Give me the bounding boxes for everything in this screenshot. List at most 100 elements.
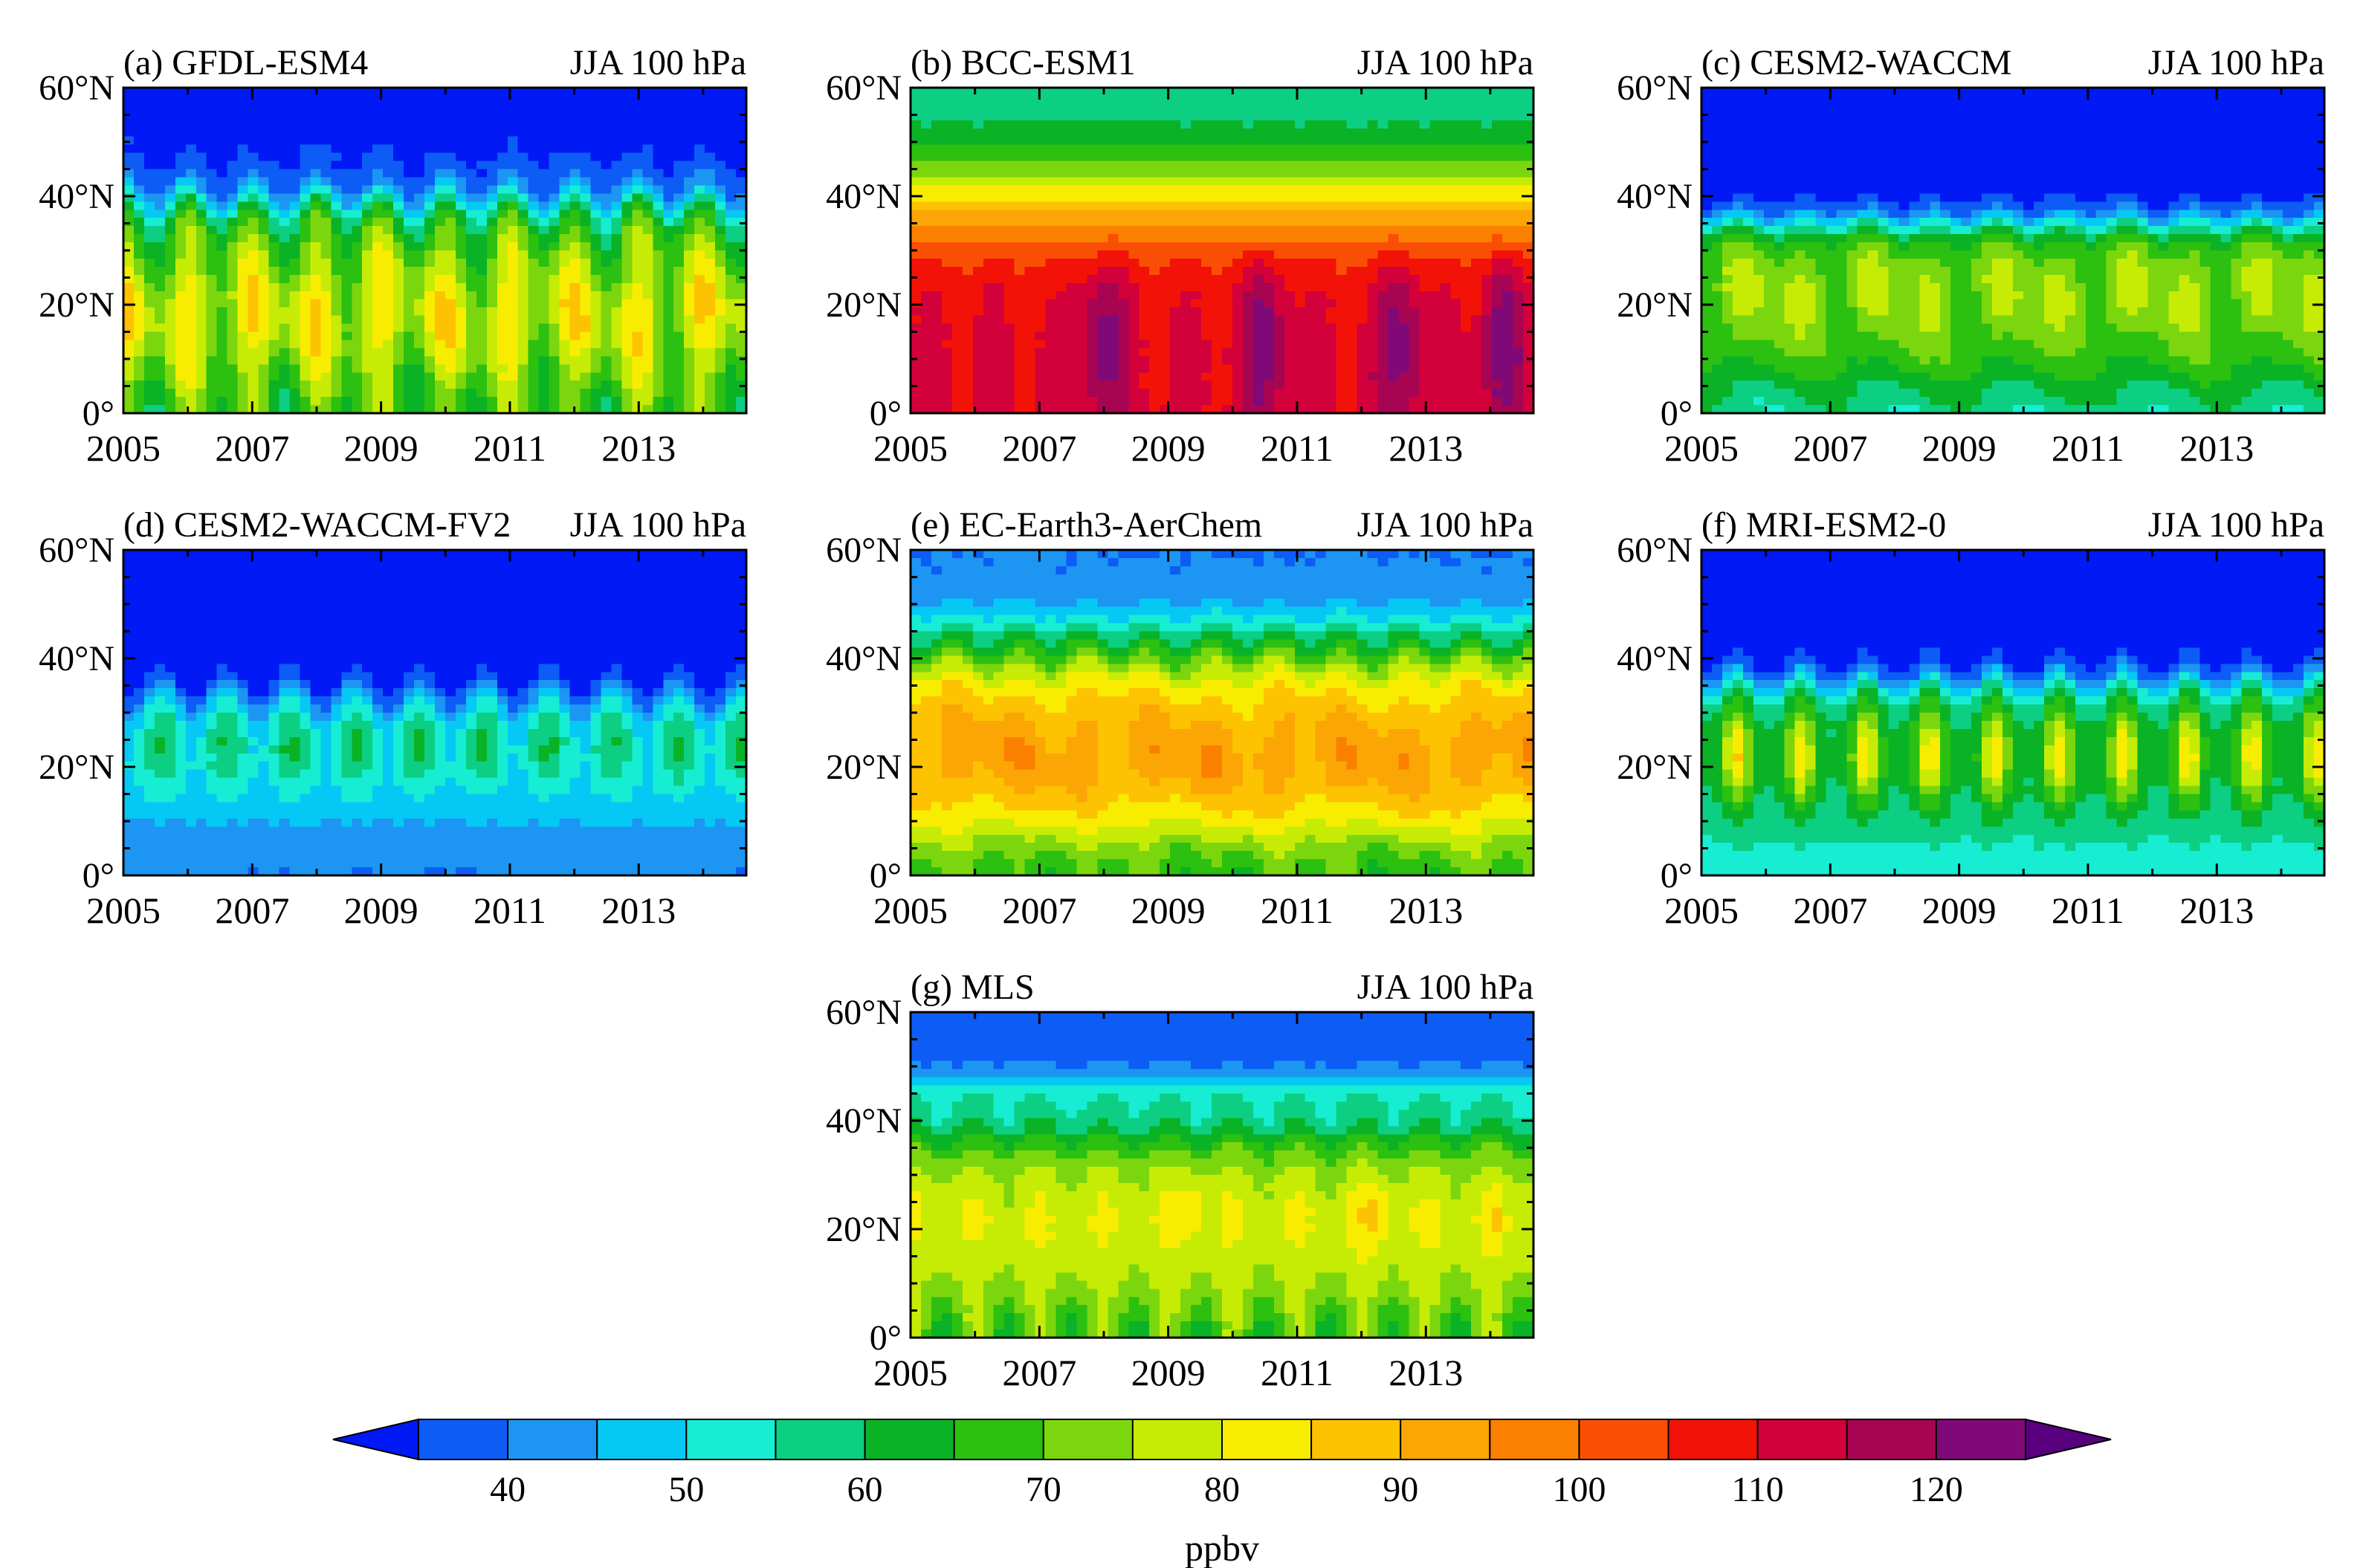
heatmap-cell xyxy=(1294,169,1306,178)
heatmap-cell xyxy=(497,218,508,227)
heatmap-cell xyxy=(931,323,943,333)
heatmap-cell xyxy=(1481,397,1493,406)
heatmap-cell xyxy=(951,372,963,381)
heatmap-cell xyxy=(580,250,592,259)
heatmap-cell xyxy=(736,226,747,235)
heatmap-cell xyxy=(1492,282,1503,292)
heatmap-cell xyxy=(248,389,259,398)
heatmap-cell xyxy=(941,136,953,146)
heatmap-cell xyxy=(1180,323,1192,333)
heatmap-cell xyxy=(1024,364,1036,373)
heatmap-cell xyxy=(227,152,239,162)
heatmap-cell xyxy=(455,234,467,243)
heatmap-cell xyxy=(559,372,571,381)
heatmap-cell xyxy=(445,136,456,146)
heatmap-cell xyxy=(123,348,135,357)
heatmap-cell xyxy=(435,193,446,202)
heatmap-cell xyxy=(216,128,228,137)
heatmap-cell xyxy=(983,307,995,317)
heatmap-cell xyxy=(1108,169,1119,178)
heatmap-cell xyxy=(1711,291,1723,300)
heatmap-cell xyxy=(237,380,249,389)
heatmap-cell xyxy=(1118,152,1129,162)
heatmap-cell xyxy=(517,299,529,308)
heatmap-cell xyxy=(279,210,291,218)
heatmap-cell xyxy=(538,144,550,154)
heatmap-cell xyxy=(642,95,653,105)
heatmap-cell xyxy=(663,218,674,227)
heatmap-cell xyxy=(320,291,332,300)
heatmap-cell xyxy=(983,226,995,235)
heatmap-cell xyxy=(1284,331,1296,341)
heatmap-cell xyxy=(372,128,384,137)
heatmap-cell xyxy=(569,348,581,357)
heatmap-cell xyxy=(715,152,726,162)
heatmap-cell xyxy=(642,323,653,333)
heatmap-cell xyxy=(642,389,653,398)
heatmap-cell xyxy=(289,331,301,341)
heatmap-cell xyxy=(1014,348,1026,357)
heatmap-cell xyxy=(237,282,249,292)
heatmap-cell xyxy=(1502,120,1513,129)
heatmap-cell xyxy=(663,380,674,389)
heatmap-cell xyxy=(972,242,984,251)
heatmap-cell xyxy=(310,161,321,170)
heatmap-cell xyxy=(1336,372,1348,381)
heatmap-cell xyxy=(1440,266,1451,276)
heatmap-cell xyxy=(611,380,622,389)
heatmap-cell xyxy=(1315,299,1327,308)
heatmap-cell xyxy=(237,397,249,406)
heatmap-cell xyxy=(1097,95,1108,105)
heatmap-cell xyxy=(393,136,404,146)
heatmap-cell xyxy=(123,193,135,202)
heatmap-cell xyxy=(1066,389,1078,398)
heatmap-cell xyxy=(362,397,373,406)
heatmap-cell xyxy=(653,136,664,146)
heatmap-cell xyxy=(383,372,394,381)
heatmap-cell xyxy=(663,185,674,194)
heatmap-cell xyxy=(414,405,425,414)
heatmap-cell xyxy=(920,348,932,357)
heatmap-cell xyxy=(694,380,705,389)
heatmap-cell xyxy=(1440,218,1451,227)
heatmap-cell xyxy=(590,266,602,276)
heatmap-cell xyxy=(931,201,943,210)
heatmap-cell xyxy=(736,193,747,202)
heatmap-cell xyxy=(601,372,612,381)
heatmap-cell xyxy=(1315,266,1327,276)
heatmap-cell xyxy=(1284,348,1296,357)
heatmap-cell xyxy=(320,242,332,251)
heatmap-cell xyxy=(725,356,737,365)
heatmap-cell xyxy=(123,242,135,251)
heatmap-cell xyxy=(1346,193,1358,202)
heatmap-cell xyxy=(1419,242,1430,251)
heatmap-cell xyxy=(1284,210,1296,218)
heatmap-cell xyxy=(1419,389,1430,398)
heatmap-cell xyxy=(1481,88,1493,97)
heatmap-cell xyxy=(1357,364,1368,373)
heatmap-cell xyxy=(175,201,187,210)
heatmap-cell xyxy=(951,315,963,325)
heatmap-cell xyxy=(1097,307,1108,317)
heatmap-cell xyxy=(1273,177,1285,186)
heatmap-cell xyxy=(621,266,633,276)
heatmap-cell xyxy=(435,299,446,308)
heatmap-cell xyxy=(705,218,716,227)
heatmap-cell xyxy=(1066,111,1078,121)
heatmap-cell xyxy=(993,364,1005,373)
heatmap-cell xyxy=(1097,218,1108,227)
heatmap-cell xyxy=(1284,397,1296,406)
heatmap-cell xyxy=(1056,144,1067,154)
heatmap-cell xyxy=(331,234,342,243)
heatmap-cell xyxy=(300,282,311,292)
heatmap-cell xyxy=(983,372,995,381)
heatmap-cell xyxy=(1336,364,1348,373)
heatmap-cell xyxy=(1108,323,1119,333)
heatmap-cell xyxy=(559,152,571,162)
heatmap-cell xyxy=(653,128,664,137)
heatmap-cell xyxy=(1108,161,1119,170)
heatmap-cell xyxy=(1222,356,1233,365)
heatmap-cell xyxy=(1024,111,1036,121)
heatmap-cell xyxy=(580,348,592,357)
heatmap-cell xyxy=(185,258,197,268)
